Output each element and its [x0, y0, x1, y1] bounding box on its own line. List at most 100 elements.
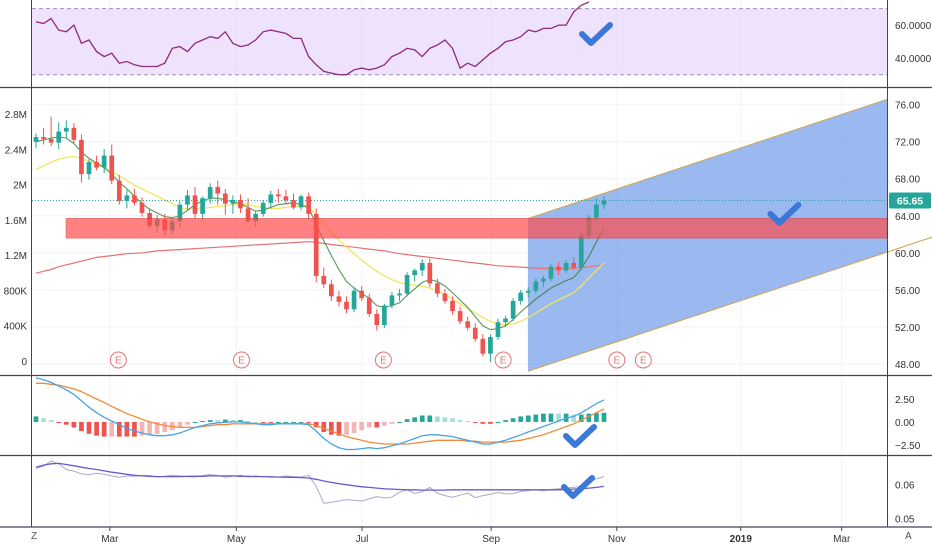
candle-body: [139, 202, 145, 213]
macd-histogram-bar: [586, 413, 592, 422]
volume-tick-label: 800K: [4, 286, 28, 297]
x-tick-label: Mar: [101, 534, 119, 545]
candle-body: [200, 198, 205, 214]
candle-body: [427, 262, 433, 284]
candle-body: [79, 139, 84, 175]
earnings-marker: [109, 351, 127, 369]
macd-histogram-bar: [594, 412, 599, 422]
candle-body: [321, 275, 327, 285]
candle-body: [351, 290, 357, 310]
candle-body: [192, 195, 198, 214]
candle-body: [33, 137, 39, 142]
macd-histogram-bar: [116, 421, 122, 437]
last-price-label: 65.65: [897, 195, 923, 207]
candle-body: [124, 195, 130, 201]
candle-body: [63, 127, 69, 132]
price-tick-label: 56.00: [895, 286, 920, 297]
earnings-marker: [494, 351, 512, 369]
macd-histogram-bar: [207, 420, 213, 422]
rsi-tick-label: 60.0000: [895, 21, 932, 32]
macd-histogram-bar: [510, 418, 516, 422]
macd-histogram-bar: [94, 421, 99, 436]
macd-line: [35, 377, 605, 451]
candle-body: [48, 138, 54, 143]
candle-body: [336, 296, 342, 302]
candle-body: [283, 196, 289, 201]
price-tick-label: 64.00: [895, 212, 920, 223]
candle-body: [457, 311, 463, 322]
macd-histogram-bar: [124, 421, 130, 437]
macd-histogram-bar: [109, 421, 115, 437]
candle-body: [185, 195, 190, 205]
adx-tick-label: 0.06: [895, 481, 915, 492]
macd-histogram-bar: [139, 421, 145, 436]
macd-histogram-bar: [306, 421, 311, 423]
candle-body: [518, 292, 524, 301]
candle-body: [533, 281, 539, 291]
candle-body: [465, 321, 471, 328]
price-tick-label: 72.00: [895, 138, 920, 149]
candle-body: [275, 194, 281, 197]
candle-body: [548, 266, 554, 279]
macd-histogram-bar: [571, 414, 577, 422]
macd-histogram-bar: [298, 421, 304, 423]
candle-body: [230, 200, 236, 204]
candle-body: [359, 290, 365, 299]
macd-histogram-bar: [41, 418, 46, 422]
channel-top-line: [527, 98, 887, 220]
macd-histogram-bar: [525, 415, 531, 422]
candle-body: [306, 196, 311, 214]
macd-histogram-bar: [412, 417, 418, 422]
macd-histogram-bar: [63, 421, 69, 425]
macd-histogram-bar: [419, 415, 425, 422]
candle-body: [222, 193, 228, 204]
candle-body: [472, 327, 478, 339]
candle-body: [215, 187, 221, 194]
macd-histogram-bar: [245, 421, 251, 423]
macd-histogram-bar: [200, 421, 205, 423]
macd-histogram-bar: [450, 418, 455, 422]
candle-body: [571, 262, 577, 268]
macd-histogram-bar: [313, 421, 319, 428]
earnings-marker: [634, 351, 652, 369]
macd-signal-line: [36, 382, 605, 445]
candle-body: [313, 213, 319, 276]
corner-label-right: A: [905, 531, 912, 542]
macd-histogram-bar: [366, 421, 372, 428]
candle-body: [374, 313, 380, 326]
macd-histogram-bar: [260, 421, 266, 423]
volume-tick-label: 2M: [13, 181, 27, 192]
candle-body: [207, 187, 213, 199]
macd-histogram-bar: [351, 421, 357, 433]
macd-histogram-bar: [154, 421, 160, 434]
volume-tick-label: 2.4M: [5, 145, 27, 156]
candle-body: [253, 213, 258, 222]
earnings-label: E: [115, 356, 122, 367]
macd-histogram-bar: [382, 421, 387, 426]
x-tick-label: May: [227, 534, 246, 545]
macd-histogram-bar: [465, 421, 471, 423]
macd-histogram-bar: [275, 421, 281, 423]
candle-body: [245, 208, 251, 222]
price-tick-label: 76.00: [895, 101, 920, 112]
check-icon: [767, 201, 802, 226]
candle-body: [488, 337, 493, 354]
macd-histogram-bar: [336, 421, 342, 436]
last-price-badge: [889, 192, 931, 209]
candle-body: [56, 131, 62, 143]
x-tick-label: 2019: [730, 534, 753, 545]
macd-histogram-bar: [147, 421, 152, 435]
candle-body: [238, 200, 243, 209]
candle-body: [298, 196, 304, 208]
macd-histogram-bar: [177, 421, 183, 428]
earnings-marker: [608, 351, 626, 369]
candle-body: [510, 300, 516, 319]
macd-histogram-bar: [495, 421, 501, 423]
volume-tick-label: 400K: [4, 322, 28, 333]
candle-body: [260, 202, 266, 214]
macd-histogram-bar: [480, 421, 486, 424]
check-icon: [561, 475, 595, 499]
macd-tick-label: −2.50: [895, 441, 921, 452]
macd-histogram-bar: [427, 415, 433, 422]
